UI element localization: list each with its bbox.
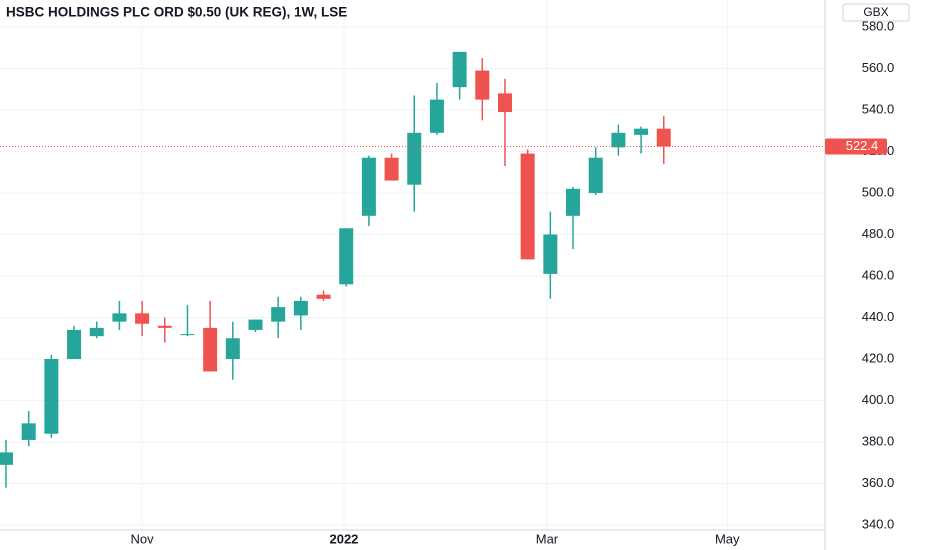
x-tick-label: May: [715, 531, 740, 546]
candle-body: [135, 313, 150, 324]
candle-body: [361, 157, 376, 216]
y-tick-label: 340.0: [862, 516, 895, 531]
candle-body: [407, 132, 422, 185]
candle-body: [611, 132, 626, 148]
candle-body: [566, 188, 581, 216]
candle-body: [656, 128, 671, 147]
candles: [0, 51, 671, 488]
candle-body: [225, 338, 240, 360]
y-tick-label: 500.0: [862, 184, 895, 199]
candle-body: [497, 93, 512, 113]
y-tick-label: 400.0: [862, 392, 895, 407]
candle-body: [293, 300, 308, 316]
currency[interactable]: GBX: [863, 5, 888, 19]
candle-body: [520, 153, 535, 260]
candle-body: [316, 294, 331, 299]
candle-body: [44, 359, 59, 434]
y-tick-label: 380.0: [862, 433, 895, 448]
y-tick-label: 480.0: [862, 226, 895, 241]
y-tick-label: 580.0: [862, 18, 895, 33]
x-tick-label: Nov: [131, 531, 155, 546]
last-price-tag: [825, 138, 887, 155]
candle-body: [89, 327, 104, 337]
candle-body: [112, 313, 127, 322]
currency-box[interactable]: [842, 3, 910, 22]
candle-body: [452, 51, 467, 88]
y-tick-label: 560.0: [862, 60, 895, 75]
candle-body: [271, 307, 286, 322]
candle-body: [429, 99, 444, 133]
last-price-label: 522.4: [846, 138, 879, 153]
x-tick-label: Mar: [536, 531, 559, 546]
y-tick-label: 440.0: [862, 309, 895, 324]
y-tick-label: 540.0: [862, 101, 895, 116]
candle-body: [67, 329, 82, 360]
candle-body: [157, 325, 172, 328]
candle-body: [339, 228, 354, 285]
candle-body: [21, 423, 36, 440]
candle-body: [180, 334, 195, 336]
x-tick-label: 2022: [329, 531, 358, 546]
candle-body: [203, 327, 218, 372]
candle-body: [588, 157, 603, 193]
candle-body: [543, 234, 558, 274]
chart-title: HSBC HOLDINGS PLC ORD $0.50 (UK REG), 1W…: [6, 5, 347, 20]
candle-body: [634, 128, 649, 135]
y-tick-label: 360.0: [862, 475, 895, 490]
candle-body: [475, 70, 490, 100]
y-tick-label: 460.0: [862, 267, 895, 282]
candle-body: [248, 319, 263, 330]
candle-body: [0, 452, 14, 465]
candle-body: [384, 157, 399, 181]
y-tick-label: 420.0: [862, 350, 895, 365]
